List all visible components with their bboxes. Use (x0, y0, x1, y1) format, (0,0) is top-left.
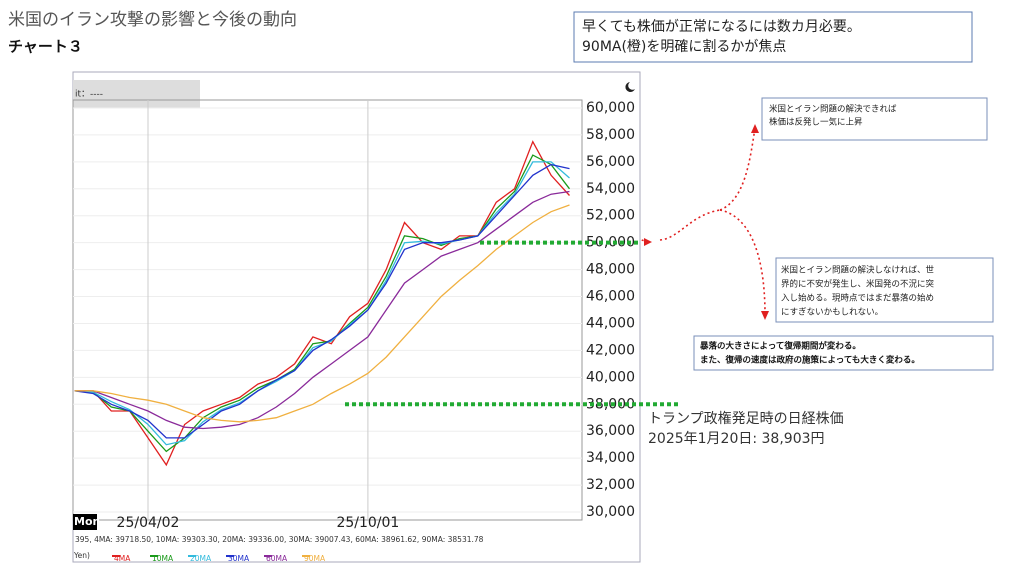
recovery-note-box (693, 335, 994, 371)
down-note: にすぎないかもしれない。 (781, 307, 883, 318)
arrow (659, 209, 721, 241)
unit-label: Yen) (73, 551, 90, 560)
trump-note: トランプ政権発足時の日経株価 (648, 410, 844, 427)
ma-readout: 395, 4MA: 39718.50, 10MA: 39303.30, 20MA… (75, 535, 484, 544)
up-note: 株価は反発し一気に上昇 (769, 117, 863, 128)
moon-icon (625, 82, 635, 92)
down-note: 米国とイラン問題の解決しなければ、世 (781, 265, 935, 276)
top-note: 90MA(橙)を明確に割るかが焦点 (582, 38, 786, 55)
arrow-head (644, 238, 652, 246)
plot-area (72, 99, 583, 521)
y-tick-label: 56,000 (586, 154, 635, 170)
y-tick-label: 54,000 (586, 181, 635, 197)
up-note: 米国とイラン問題の解決できれば (769, 104, 897, 115)
y-tick-label: 46,000 (586, 289, 635, 305)
scenario-arrows (591, 127, 766, 316)
down-note-box (775, 257, 994, 323)
chart-header-label: it：---- (75, 90, 103, 100)
x-tick-label: 25/10/01 (336, 515, 399, 531)
y-tick-label: 44,000 (586, 315, 635, 331)
recovery-note: また、復帰の速度は政府の施策によっても大きく変わる。 (700, 355, 920, 366)
arrow (719, 127, 756, 211)
y-tick-label: 32,000 (586, 477, 635, 493)
y-tick-label: 60,000 (586, 100, 635, 116)
y-tick-label: 34,000 (586, 450, 635, 466)
down-note: 入し始める。現時点ではまだ暴落の始め (781, 293, 934, 304)
weekday-box (73, 514, 97, 530)
arrow (719, 209, 766, 316)
top-note: 早くても株価が正常になるには数カ月必要。 (582, 19, 861, 35)
slide-title: 米国のイラン攻撃の影響と今後の動向 (8, 10, 297, 30)
y-tick-label: 48,000 (586, 262, 635, 278)
y-tick-label: 36,000 (586, 423, 635, 439)
ma-line (74, 204, 570, 423)
y-tick-label: 38,000 (586, 396, 635, 412)
y-tick-label: 50,000 (586, 235, 635, 251)
legend-label: 20MA (190, 554, 212, 563)
y-tick-label: 30,000 (586, 504, 635, 520)
down-note: 界的に不安が発生し、米国発の不況に突 (781, 279, 935, 290)
weekday-label: Mon (74, 515, 100, 528)
ma-line (74, 190, 570, 430)
trump-note: 2025年1月20日: 38,903円 (648, 431, 825, 447)
arrow-head (761, 311, 769, 320)
legend-label: 60MA (266, 554, 288, 563)
ma-line (74, 154, 571, 453)
recovery-note: 暴落の大きさによって復帰期間が変わる。 (699, 341, 861, 352)
legend-label: 30MA (228, 554, 250, 563)
y-tick-label: 58,000 (586, 127, 635, 143)
y-tick-label: 42,000 (586, 342, 635, 358)
y-tick-label: 52,000 (586, 208, 635, 224)
y-tick-label: 40,000 (586, 369, 635, 385)
slide-subtitle: チャート３ (8, 38, 83, 56)
ma-line (74, 163, 570, 439)
chart-header (73, 80, 200, 108)
legend-label: 4MA (114, 554, 131, 563)
legend-label: 10MA (152, 554, 174, 563)
x-tick-label: 25/04/02 (117, 515, 180, 531)
up-note-box (761, 97, 988, 141)
ma-line (74, 140, 570, 467)
arrow (591, 199, 651, 243)
legend-label: 90MA (304, 554, 326, 563)
top-note-box (573, 11, 973, 63)
arrow-head (751, 124, 759, 133)
